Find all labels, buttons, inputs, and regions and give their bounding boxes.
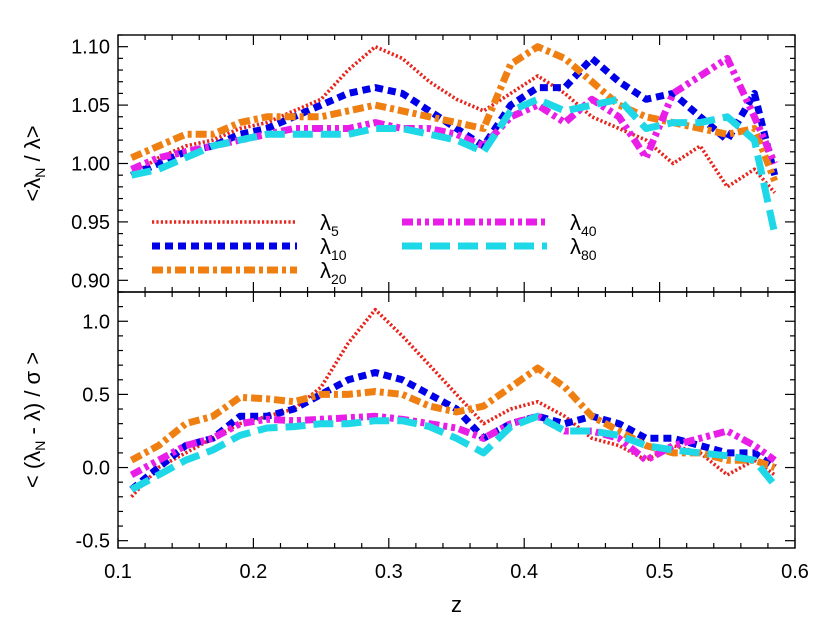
legend-label-5: λ5	[320, 210, 339, 239]
panel-bottom-xtick-label: 0.4	[510, 561, 538, 583]
panel-top-series-10-line	[130, 54, 779, 179]
legend-label-40: λ40	[570, 210, 597, 239]
panel-top-ytick-label: 0.95	[71, 212, 110, 234]
panel-top-ytick-label: 1.10	[71, 37, 110, 59]
panel-bottom-xtick-label: 0.3	[375, 561, 403, 583]
panel-bottom-xtick-label: 0.2	[239, 561, 267, 583]
panel-top-series-20-line	[130, 43, 778, 183]
panel-top-ylabel: <λN / λ>	[20, 125, 48, 201]
panel-bottom-xtick-label: 0.1	[104, 561, 132, 583]
panel-bottom-frame	[117, 291, 796, 549]
panel-bottom-series-undefined-line	[129, 412, 778, 493]
legend-label-20: λ20	[320, 258, 347, 287]
panel-bottom-series-undefined-line	[130, 307, 776, 499]
panel-top-frame	[117, 34, 796, 293]
legend-label-10: λ10	[320, 234, 347, 263]
panel-bottom-xtick-label: 0.6	[781, 561, 809, 583]
panel-top-ytick-label: 1.00	[71, 154, 110, 176]
panel-bottom-series-group	[129, 307, 778, 499]
panel-top-series-5-line	[130, 44, 777, 194]
panel-bottom-xlabel: z	[451, 592, 462, 617]
panel-bottom-ytick-label: 0.0	[82, 458, 110, 480]
panel-top-series-group	[130, 43, 779, 235]
panel-top-series-40-line	[130, 54, 778, 173]
panel-bottom-ytick-label: -0.5	[76, 531, 110, 553]
panel-bottom-series-undefined-line	[129, 364, 776, 471]
legend-label-80: λ80	[570, 234, 597, 263]
panel-bottom-xtick-label: 0.5	[646, 561, 674, 583]
panel-bottom: -0.5 0.0 0.5 1.0 0.1 0.2 0.3 0.4 0.5 0.6 z	[76, 291, 809, 617]
panel-top-ytick-label: 0.90	[71, 270, 110, 292]
panel-top-ytick-label: 1.05	[71, 95, 110, 117]
panel-top-series-80-line	[130, 95, 779, 235]
panel-bottom-ylabel: < (λN - λ) / σ >	[20, 352, 48, 488]
panel-bottom-ytick-label: 0.5	[82, 384, 110, 406]
panel-bottom-ytick-label: 1.0	[82, 311, 110, 333]
